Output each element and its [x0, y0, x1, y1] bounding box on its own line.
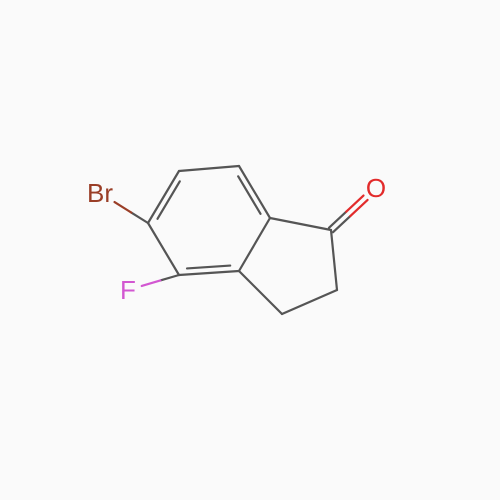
- atom-label-o: O: [366, 173, 386, 203]
- diagram-canvas: O Br F: [0, 0, 500, 500]
- background: [0, 0, 500, 500]
- molecule-svg: O Br F: [0, 0, 500, 500]
- atom-label-f: F: [120, 275, 136, 305]
- atom-label-br: Br: [87, 178, 113, 208]
